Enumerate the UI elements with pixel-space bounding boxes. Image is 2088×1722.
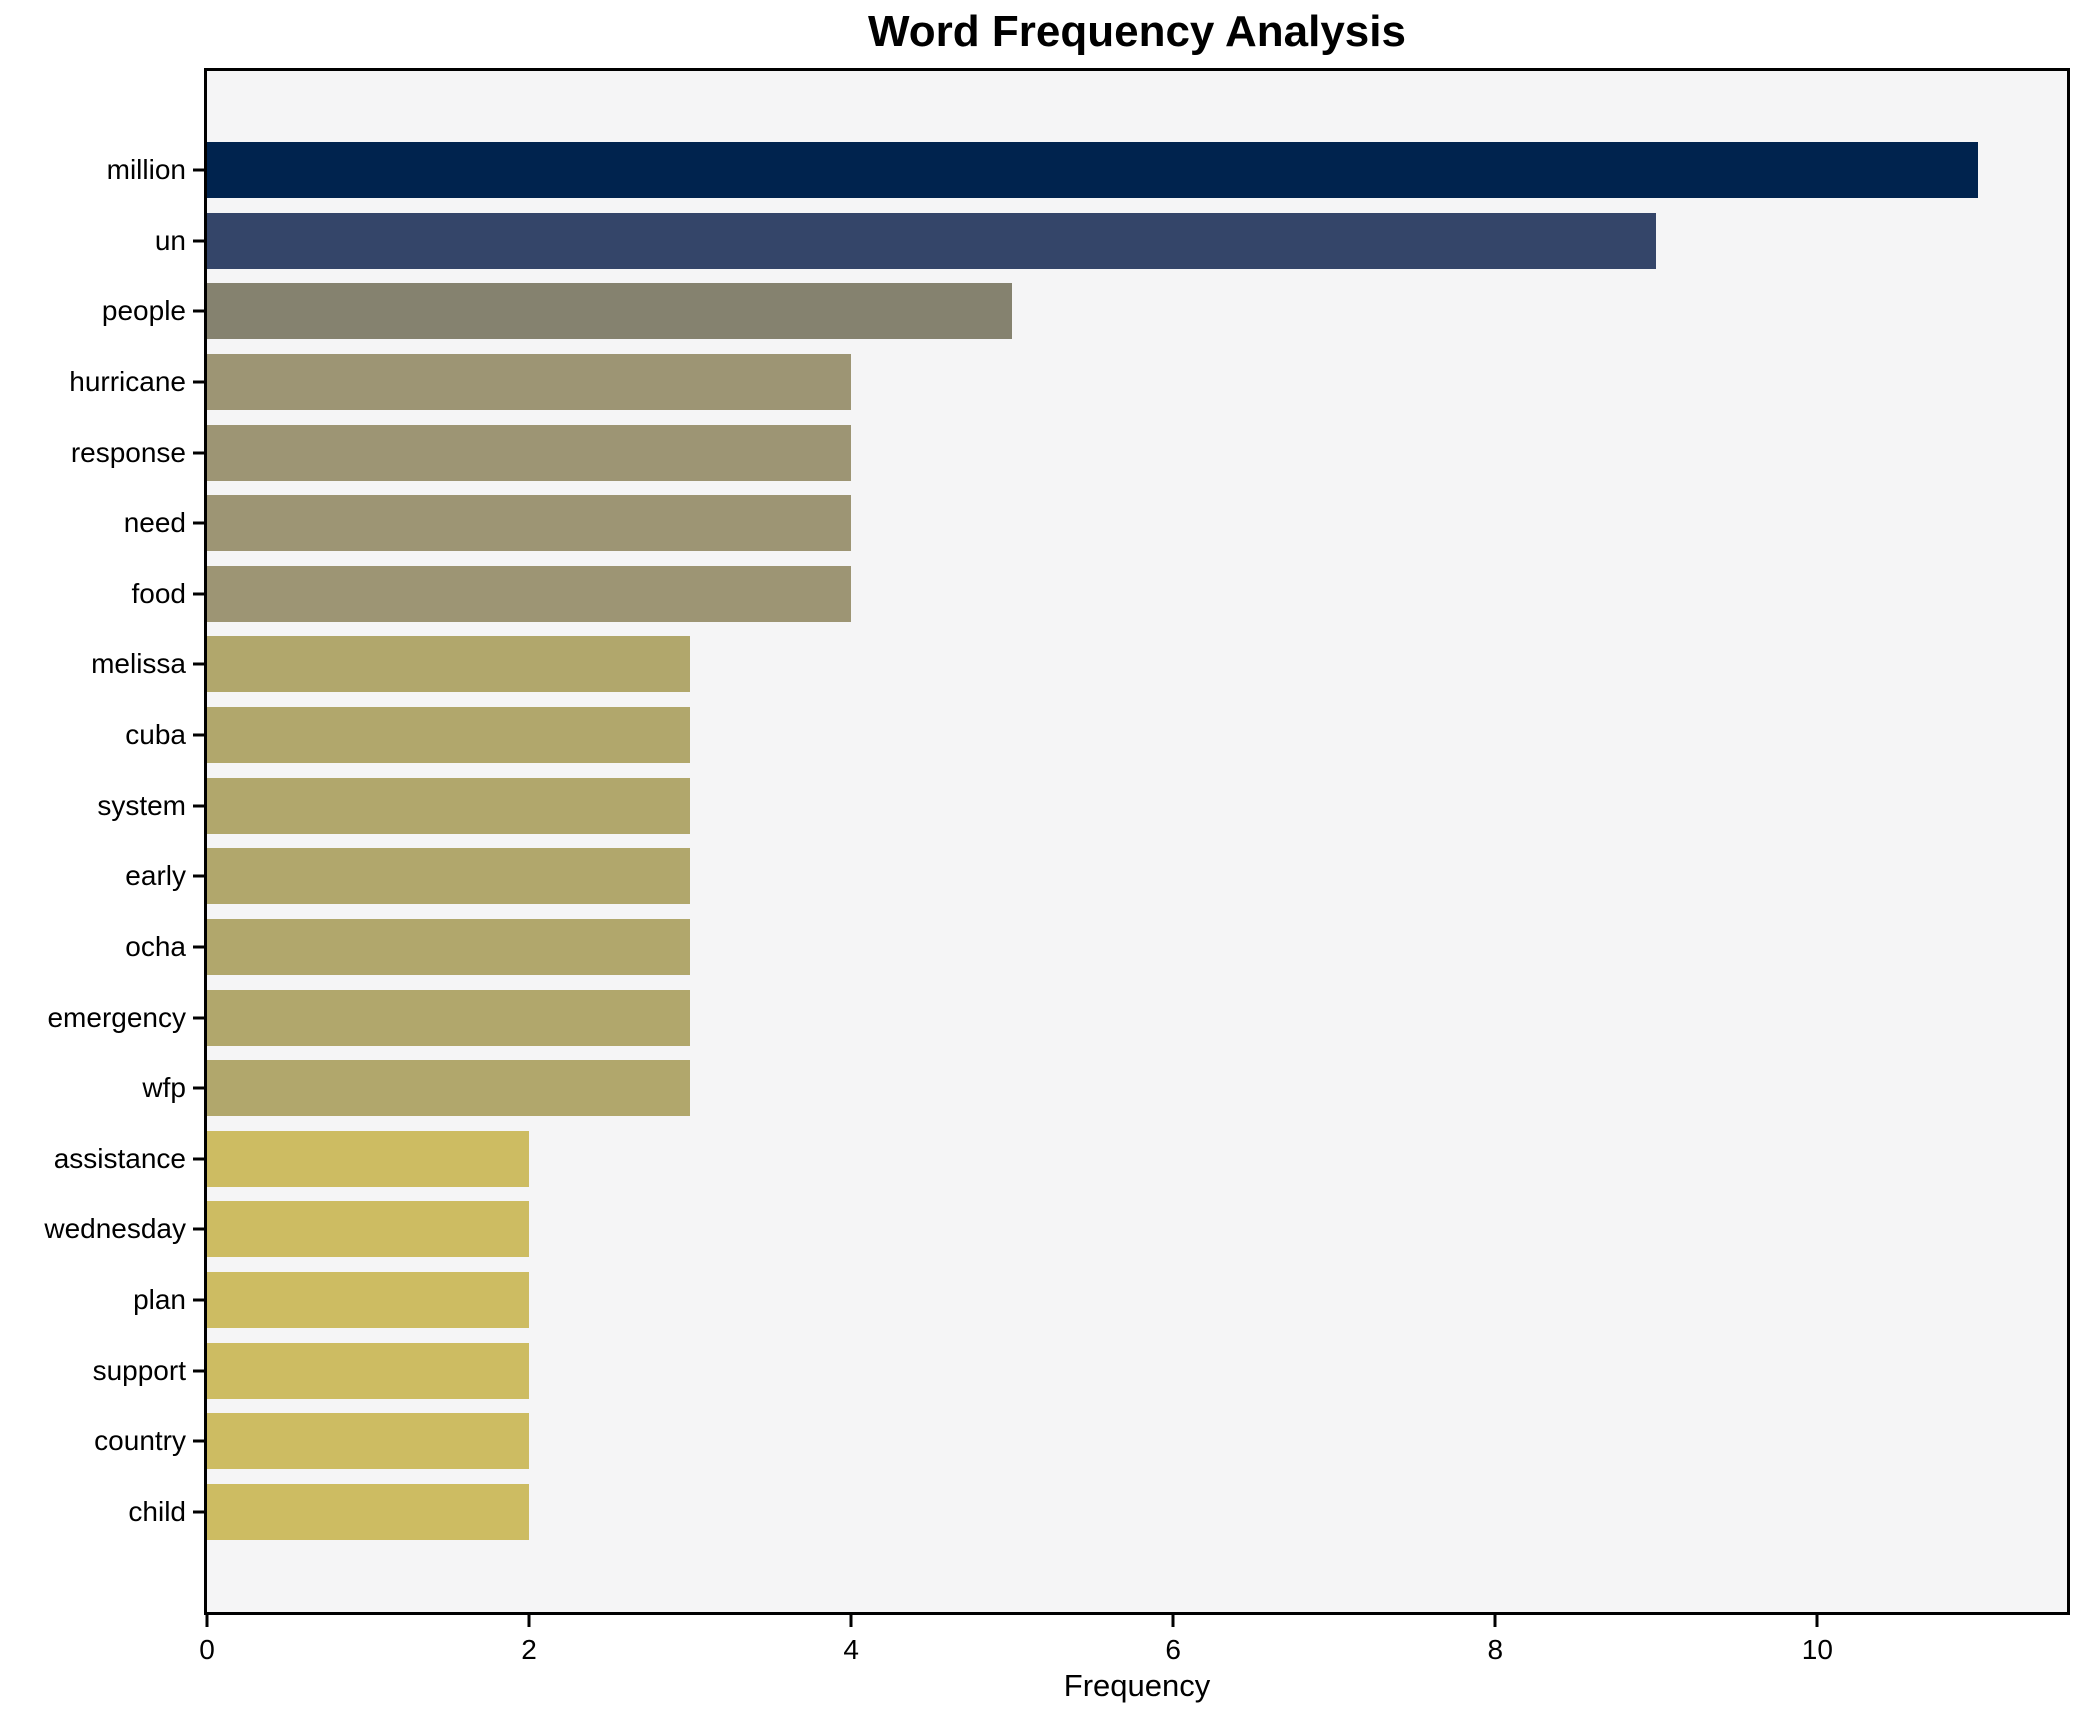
bar-country [207,1413,530,1470]
y-tick-label-million: million [106,154,186,185]
y-tick-label-plan: plan [133,1284,186,1316]
y-tick-emergency [193,1016,204,1020]
x-tick-10 [1815,1615,1819,1627]
y-tick-child [193,1510,204,1514]
bar-melissa [207,636,691,693]
x-tick-4 [849,1615,853,1627]
x-tick-label-4: 4 [843,1634,859,1665]
y-tick-country [193,1439,204,1443]
y-tick-label-country: country [94,1425,186,1457]
y-tick-label-wednesday: wednesday [44,1213,186,1245]
bar-wednesday [207,1201,530,1258]
y-tick-label-cuba: cuba [125,719,186,751]
chart-title: Word Frequency Analysis [868,7,1406,56]
x-tick-8 [1493,1615,1497,1627]
x-tick-0 [205,1615,209,1627]
y-tick-food [193,592,204,596]
bar-emergency [207,989,691,1046]
y-tick-hurricane [193,380,204,384]
plot-area [204,68,2070,1615]
y-tick-response [193,451,204,455]
bar-plan [207,1272,530,1329]
x-axis-label: Frequency [1063,1668,1211,1703]
bar-cuba [207,707,691,764]
y-tick-label-people: people [101,295,186,327]
x-tick-label-8: 8 [1487,1634,1504,1665]
bar-assistance [207,1130,530,1187]
y-tick-label-food: food [131,577,187,609]
y-tick-need [193,521,204,525]
y-tick-early [193,874,204,878]
y-tick-label-assistance: assistance [53,1142,186,1174]
y-tick-label-early: early [125,860,186,892]
y-tick-support [193,1369,204,1373]
y-tick-label-ocha: ocha [125,930,186,962]
y-tick-wfp [193,1086,204,1090]
bar-child [207,1483,530,1540]
y-tick-label-un: un [154,224,186,256]
y-tick-label-hurricane: hurricane [69,365,186,397]
y-tick-label-wfp: wfp [142,1072,186,1104]
y-tick-label-support: support [92,1354,186,1386]
bar-wfp [207,1060,691,1117]
y-tick-label-melissa: melissa [91,648,186,680]
y-tick-million [193,168,204,172]
x-tick-label-10: 10 [1801,1634,1833,1665]
y-tick-label-child: child [128,1495,186,1527]
bar-food [207,565,852,622]
bar-hurricane [207,353,852,410]
x-tick-label-0: 0 [199,1634,215,1665]
y-tick-assistance [193,1157,204,1161]
y-tick-plan [193,1298,204,1302]
y-tick-un [193,239,204,243]
y-tick-ocha [193,945,204,949]
y-tick-label-response: response [70,436,186,468]
bar-early [207,848,691,905]
y-axis-labels: million un people hurricane response need food… [0,0,186,1722]
bar-million [207,142,1979,198]
y-tick-label-emergency: emergency [47,1001,186,1033]
bar-people [207,283,1013,340]
bar-ocha [207,918,691,975]
y-tick-cuba [193,733,204,737]
bar-un [207,212,1657,269]
bar-response [207,424,852,481]
y-tick-melissa [193,662,204,666]
x-tick-label-2: 2 [521,1634,537,1665]
y-tick-wednesday [193,1227,204,1231]
bar-system [207,777,691,834]
x-tick-6 [1171,1615,1175,1627]
bar-support [207,1342,530,1399]
bar-need [207,495,852,552]
y-tick-people [193,309,204,313]
y-tick-system [193,804,204,808]
x-tick-label-6: 6 [1165,1634,1182,1665]
y-tick-label-need: need [123,507,186,539]
y-tick-label-system: system [97,789,186,821]
x-tick-2 [527,1615,531,1627]
